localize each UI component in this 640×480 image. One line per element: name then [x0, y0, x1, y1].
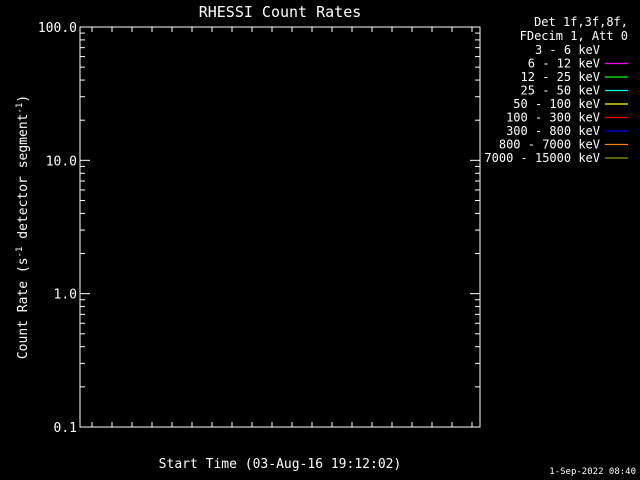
timestamp: 1-Sep-2022 08:40: [549, 467, 636, 477]
y-axis-label-prefix: Count Rate (s: [16, 257, 31, 359]
plot-frame: [79, 26, 481, 428]
legend-header-line-1: Det 1f,3f,8f,: [534, 15, 628, 29]
x-axis-label: Start Time (03-Aug-16 19:12:02): [159, 457, 402, 472]
legend-label-4: 50 - 100 keV: [513, 97, 600, 111]
y-axis-label-sup2: -1: [15, 103, 25, 114]
y-axis-label-suffix: ): [16, 95, 31, 103]
legend-header-line-2: FDecim 1, Att 0: [520, 29, 628, 43]
x-axis: 19:1519:3019:4520:0020:1520:3020:45: [91, 27, 473, 427]
legend-label-0: 3 - 6 keV: [535, 43, 600, 57]
y-tick-label-0: 0.1: [54, 421, 77, 436]
legend-label-7: 800 - 7000 keV: [499, 138, 600, 152]
y-tick-label-1: 1.0: [54, 288, 77, 303]
legend-label-8: 7000 - 15000 keV: [484, 151, 600, 165]
y-tick-label-3: 100.0: [38, 21, 77, 36]
y-axis-label-mid: detector segment: [16, 114, 31, 247]
y-axis-label-sup1: -1: [15, 247, 25, 258]
legend-label-2: 12 - 25 keV: [521, 70, 600, 84]
legend-label-3: 25 - 50 keV: [521, 84, 600, 98]
chart-title: RHESSI Count Rates: [199, 3, 362, 21]
legend-label-6: 300 - 800 keV: [506, 124, 600, 138]
legend-label-5: 100 - 300 keV: [506, 111, 600, 125]
legend-label-1: 6 - 12 keV: [528, 57, 600, 71]
y-axis: 0.1 1.0 10.0 100.0: [38, 21, 480, 436]
y-axis-label: Count Rate (s-1 detector segment-1): [15, 95, 31, 359]
y-tick-label-2: 10.0: [46, 154, 77, 169]
